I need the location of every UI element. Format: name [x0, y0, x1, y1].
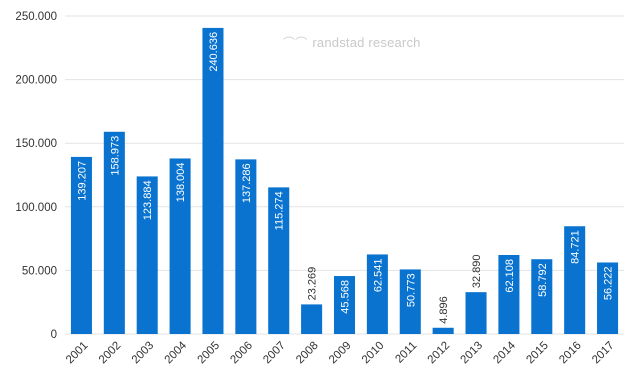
bar	[70, 156, 92, 334]
bar	[597, 262, 619, 334]
x-tick-label: 2015	[524, 340, 551, 367]
x-tick-label: 2006	[228, 340, 255, 367]
x-tick-label: 2001	[64, 340, 91, 367]
bar	[235, 159, 257, 334]
bar	[432, 327, 454, 334]
data-label: 138.004	[175, 162, 187, 202]
data-label: 32.890	[471, 255, 483, 289]
x-tick-label: 2008	[294, 340, 321, 367]
watermark: ⌒⌒ randstad research	[283, 34, 421, 51]
x-tick-label: 2013	[459, 340, 486, 367]
data-label: 123.884	[142, 180, 154, 220]
x-tick-label: 2009	[327, 340, 354, 367]
bar	[202, 27, 224, 334]
bar	[498, 254, 520, 334]
bar	[103, 131, 125, 334]
data-label: 62.541	[372, 258, 384, 292]
y-tick-label: 50.000	[22, 265, 57, 277]
y-tick-label: 200.000	[15, 75, 57, 87]
data-label: 84.721	[570, 230, 582, 264]
x-tick-label: 2014	[491, 339, 518, 366]
bar	[333, 276, 356, 334]
bar	[301, 304, 323, 334]
data-label: 139.207	[76, 161, 88, 201]
bar	[465, 292, 487, 334]
bar	[169, 158, 191, 334]
data-label: 56.222	[603, 266, 615, 300]
y-tick-label: 150.000	[15, 138, 57, 150]
x-tick-label: 2004	[163, 339, 190, 366]
x-tick-label: 2005	[196, 340, 223, 367]
y-tick-label: 250.000	[15, 11, 57, 23]
y-tick-label: 0	[51, 329, 57, 341]
x-tick-label: 2011	[393, 340, 419, 366]
data-label: 23.269	[307, 267, 319, 301]
watermark-text: randstad research	[312, 35, 421, 50]
randstad-logo-icon: ⌒⌒	[283, 36, 308, 50]
bar	[399, 269, 421, 334]
data-label: 137.286	[241, 163, 253, 203]
x-tick-label: 2007	[261, 340, 288, 367]
x-tick-label: 2002	[97, 340, 124, 367]
data-label: 62.108	[504, 259, 516, 293]
data-label: 158.973	[109, 136, 121, 176]
data-label: 45.568	[340, 280, 352, 314]
bar	[564, 226, 586, 334]
bar	[136, 176, 158, 334]
x-tick-label: 2012	[426, 340, 453, 367]
data-label: 240.636	[208, 32, 220, 72]
data-label: 4.896	[438, 296, 450, 324]
x-tick-label: 2017	[590, 340, 617, 367]
y-tick-label: 100.000	[15, 202, 57, 214]
bar	[531, 259, 553, 334]
bar	[268, 187, 290, 334]
bar	[366, 254, 388, 334]
x-tick-label: 2010	[360, 340, 387, 367]
data-label: 50.773	[405, 273, 417, 307]
x-tick-label: 2016	[557, 340, 584, 367]
data-label: 115.274	[274, 191, 286, 230]
x-tick-label: 2003	[130, 340, 157, 367]
data-label: 58.792	[537, 263, 549, 297]
